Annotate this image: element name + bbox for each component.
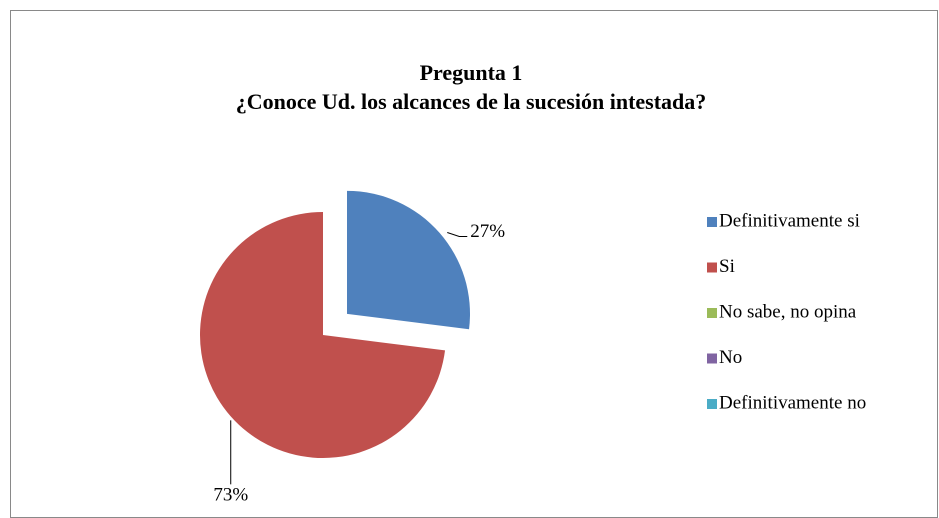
legend-label: Definitivamente si xyxy=(719,210,860,231)
data-label: 73% xyxy=(213,485,248,506)
chart-subtitle: ¿Conoce Ud. los alcances de la sucesión … xyxy=(236,89,707,114)
pie-slice xyxy=(347,190,471,330)
data-label: 27% xyxy=(470,221,505,242)
legend-swatch xyxy=(707,353,717,364)
legend-label: No xyxy=(719,347,742,368)
legend-swatch xyxy=(707,217,717,227)
pie-slice xyxy=(200,212,446,458)
leader-line xyxy=(447,232,468,237)
legend-swatch xyxy=(707,308,717,318)
legend-swatch xyxy=(707,262,717,273)
chart-title: Pregunta 1 xyxy=(420,60,523,85)
legend-label: Si xyxy=(719,256,735,277)
chart-frame xyxy=(10,10,938,518)
legend-label: Definitivamente no xyxy=(719,392,866,413)
legend-label: No sabe, no opina xyxy=(719,301,857,322)
legend-swatch xyxy=(707,399,717,409)
